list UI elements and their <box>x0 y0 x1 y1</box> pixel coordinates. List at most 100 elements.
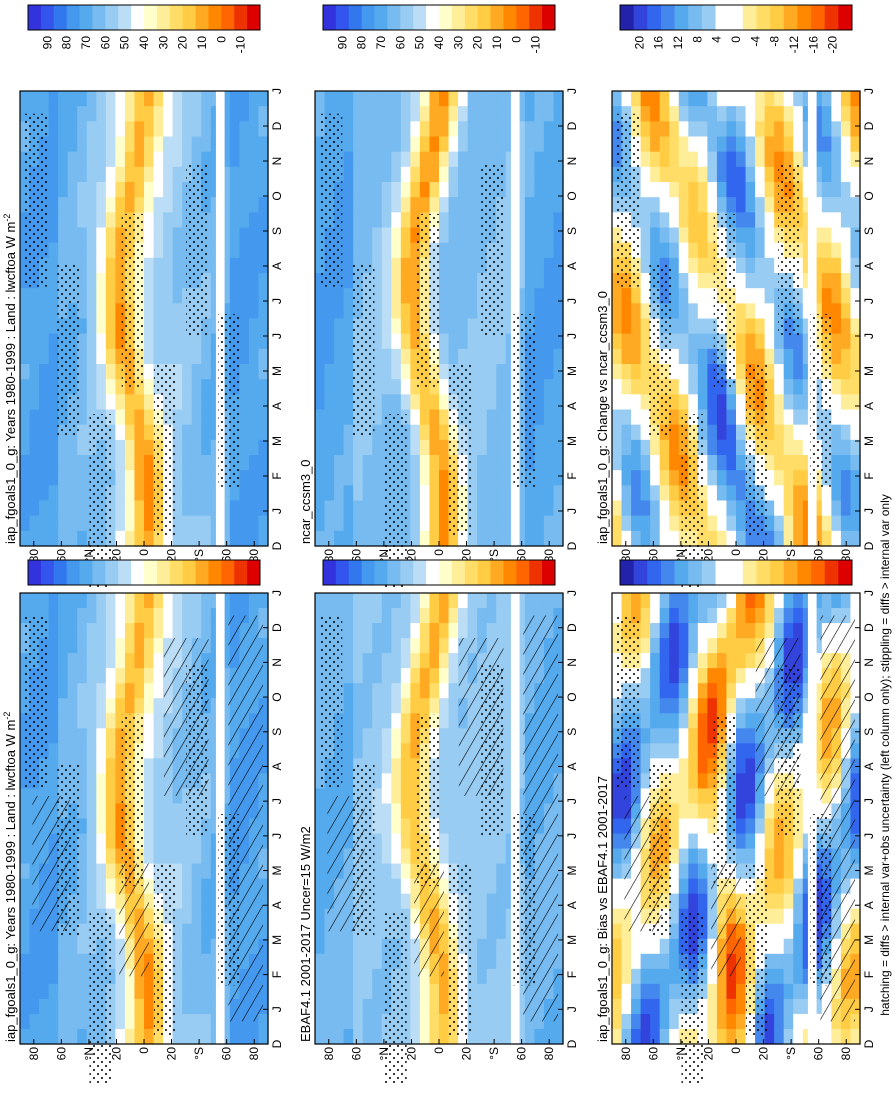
colorbar-swatch <box>118 560 132 585</box>
heatmap-cell <box>182 439 193 456</box>
heatmap-cell <box>783 394 794 411</box>
heatmap-cell <box>496 863 507 880</box>
heatmap-cell <box>736 136 747 153</box>
colorbar-swatch <box>674 5 689 30</box>
heatmap-cell <box>543 136 555 153</box>
heatmap-cell <box>477 593 488 609</box>
heatmap-cell <box>697 91 708 107</box>
heatmap-cell <box>697 379 708 395</box>
heatmap-cell <box>612 439 623 456</box>
heatmap-cell <box>640 953 651 970</box>
heatmap-cell <box>86 333 97 350</box>
heatmap-cell <box>362 455 373 471</box>
heatmap-cell <box>793 608 804 624</box>
heatmap-cell <box>669 758 680 774</box>
heatmap-cell <box>496 500 507 517</box>
heatmap-cell <box>745 653 756 669</box>
heatmap-cell <box>486 530 497 547</box>
heatmap-cell <box>105 333 116 350</box>
heatmap-cell <box>315 439 326 456</box>
heatmap-cell <box>400 743 411 759</box>
heatmap-cell <box>381 773 392 790</box>
heatmap-cell <box>764 863 775 880</box>
heatmap-cell <box>774 983 785 1000</box>
heatmap-cell <box>153 1028 164 1045</box>
heatmap-cell <box>716 608 728 624</box>
heatmap-cell <box>353 638 364 654</box>
heatmap-cell <box>783 530 794 547</box>
heatmap-cell <box>793 593 804 609</box>
heatmap-cell <box>553 485 564 502</box>
heatmap-cell <box>439 923 450 940</box>
heatmap-cell <box>621 303 632 320</box>
heatmap-cell <box>477 908 488 925</box>
heatmap-cell <box>410 698 421 714</box>
heatmap-cell <box>258 136 269 153</box>
heatmap-cell <box>802 500 813 517</box>
heatmap-cell <box>419 455 431 471</box>
heatmap-cell <box>134 394 145 411</box>
heatmap-cell <box>793 998 804 1015</box>
heatmap-cell <box>229 136 240 153</box>
heatmap-cell <box>515 668 526 684</box>
colorbar-tick-label: 20 <box>632 36 646 50</box>
heatmap-cell <box>86 758 97 774</box>
heatmap-cell <box>144 394 155 411</box>
heatmap-cell <box>678 257 689 274</box>
heatmap-cell <box>515 623 526 639</box>
colorbar-swatch <box>66 560 80 585</box>
heatmap-cell <box>115 698 126 714</box>
heatmap-cell <box>496 923 507 940</box>
heatmap-cell <box>505 121 516 138</box>
colorbar-swatch <box>633 5 648 30</box>
heatmap-cell <box>163 136 174 153</box>
heatmap-cell <box>134 593 145 609</box>
heatmap-cell <box>774 923 785 940</box>
heatmap-cell <box>144 593 155 609</box>
heatmap-cell <box>86 273 97 289</box>
month-tick-label: O <box>565 692 579 701</box>
heatmap-cell <box>736 893 747 910</box>
heatmap-cell <box>688 668 699 684</box>
heatmap-cell <box>688 333 699 350</box>
heatmap-cell <box>153 743 164 759</box>
heatmap-cell <box>774 439 785 456</box>
heatmap-cell <box>144 348 155 365</box>
heatmap-cell <box>659 608 670 624</box>
heatmap-cell <box>496 848 507 865</box>
heatmap-cell <box>201 608 212 624</box>
colorbar-swatch <box>811 5 826 30</box>
heatmap-cell <box>258 288 269 304</box>
heatmap-cell <box>410 151 421 168</box>
heatmap-cell <box>239 515 250 532</box>
heatmap-cell <box>439 303 450 320</box>
heatmap-cell <box>697 136 708 153</box>
heatmap-cell <box>353 938 364 955</box>
heatmap-cell <box>144 273 155 289</box>
heatmap-cell <box>334 515 345 532</box>
heatmap-cell <box>669 623 680 639</box>
heatmap-cell <box>553 394 564 411</box>
heatmap-cell <box>764 242 775 259</box>
heatmap-cell <box>105 318 116 335</box>
heatmap-cell <box>343 273 354 289</box>
heatmap-cell <box>612 593 623 609</box>
heatmap-cell <box>58 106 69 122</box>
heatmap-cell <box>239 348 250 365</box>
heatmap-cell <box>486 623 497 639</box>
heatmap-cell <box>315 288 326 304</box>
heatmap-cell <box>793 923 804 940</box>
heatmap-cell <box>144 318 155 335</box>
heatmap-cell <box>736 968 747 985</box>
heatmap-cell <box>419 182 431 198</box>
heatmap-cell <box>458 848 469 865</box>
heatmap-cell <box>372 303 383 320</box>
colorbar-swatch <box>756 5 771 30</box>
heatmap-cell <box>20 983 31 1000</box>
colorbar-swatch <box>234 560 248 585</box>
heatmap-cell <box>115 212 126 229</box>
heatmap-cell <box>220 121 231 138</box>
heatmap-cell <box>20 470 31 486</box>
heatmap-cell <box>707 773 718 790</box>
